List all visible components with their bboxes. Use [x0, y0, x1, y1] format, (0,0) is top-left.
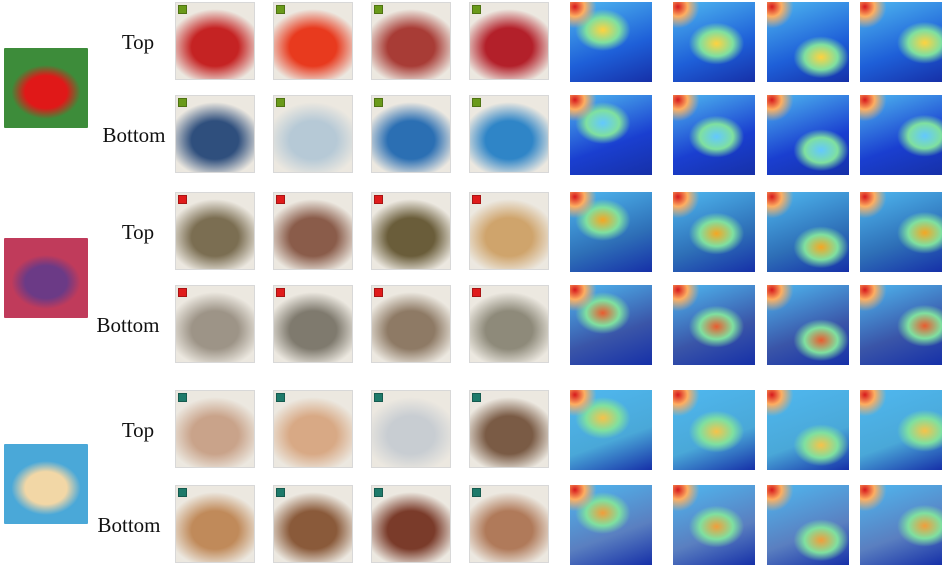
- retrieved-image: [469, 285, 549, 363]
- class-marker-icon: [276, 5, 285, 14]
- row-label: Top: [121, 220, 155, 244]
- retrieved-image: [469, 95, 549, 173]
- attention-heatmap: [767, 485, 849, 565]
- attention-heatmap: [673, 2, 755, 82]
- row-label: Bottom: [97, 513, 161, 537]
- attention-heatmap: [570, 485, 652, 565]
- query-image-car: [4, 48, 88, 128]
- attention-heatmap: [673, 192, 755, 272]
- retrieved-image: [175, 390, 255, 468]
- retrieved-image: [273, 2, 353, 80]
- class-marker-icon: [472, 98, 481, 107]
- retrieved-image: [469, 485, 549, 563]
- attention-heatmap: [860, 95, 942, 175]
- attention-heatmap: [673, 285, 755, 365]
- class-marker-icon: [472, 288, 481, 297]
- attention-heatmap: [673, 485, 755, 565]
- class-marker-icon: [178, 488, 187, 497]
- retrieved-image: [273, 192, 353, 270]
- retrieved-image: [175, 192, 255, 270]
- class-marker-icon: [178, 288, 187, 297]
- class-marker-icon: [374, 488, 383, 497]
- attention-heatmap: [673, 390, 755, 470]
- attention-heatmap: [570, 192, 652, 272]
- class-marker-icon: [374, 195, 383, 204]
- row-label: Bottom: [96, 313, 160, 337]
- retrieved-image: [371, 95, 451, 173]
- retrieved-image: [469, 2, 549, 80]
- attention-heatmap: [570, 390, 652, 470]
- retrieved-image: [175, 285, 255, 363]
- class-marker-icon: [374, 98, 383, 107]
- query-image-elephant: [4, 238, 88, 318]
- attention-heatmap: [860, 192, 942, 272]
- attention-heatmap: [673, 95, 755, 175]
- attention-heatmap: [570, 95, 652, 175]
- class-marker-icon: [178, 5, 187, 14]
- class-marker-icon: [276, 98, 285, 107]
- retrieved-image: [273, 390, 353, 468]
- attention-heatmap: [570, 285, 652, 365]
- attention-heatmap: [860, 285, 942, 365]
- query-image-face: [4, 444, 88, 524]
- attention-heatmap: [860, 485, 942, 565]
- class-marker-icon: [276, 488, 285, 497]
- row-label: Top: [121, 418, 155, 442]
- class-marker-icon: [276, 288, 285, 297]
- retrieved-image: [371, 2, 451, 80]
- retrieved-image: [469, 192, 549, 270]
- attention-heatmap: [860, 390, 942, 470]
- attention-heatmap: [570, 2, 652, 82]
- class-marker-icon: [374, 393, 383, 402]
- retrieved-image: [273, 285, 353, 363]
- class-marker-icon: [374, 288, 383, 297]
- attention-heatmap: [767, 2, 849, 82]
- row-label: Top: [121, 30, 155, 54]
- retrieved-image: [371, 390, 451, 468]
- retrieved-image: [371, 192, 451, 270]
- attention-heatmap: [767, 95, 849, 175]
- attention-heatmap: [767, 285, 849, 365]
- class-marker-icon: [472, 488, 481, 497]
- class-marker-icon: [472, 393, 481, 402]
- class-marker-icon: [276, 195, 285, 204]
- class-marker-icon: [472, 195, 481, 204]
- class-marker-icon: [374, 5, 383, 14]
- class-marker-icon: [472, 5, 481, 14]
- retrieved-image: [371, 285, 451, 363]
- attention-heatmap: [860, 2, 942, 82]
- class-marker-icon: [276, 393, 285, 402]
- retrieved-image: [371, 485, 451, 563]
- retrieved-image: [175, 2, 255, 80]
- retrieved-image: [273, 485, 353, 563]
- class-marker-icon: [178, 98, 187, 107]
- retrieved-image: [273, 95, 353, 173]
- retrieved-image: [175, 95, 255, 173]
- attention-heatmap: [767, 192, 849, 272]
- class-marker-icon: [178, 393, 187, 402]
- row-label: Bottom: [102, 123, 166, 147]
- retrieved-image: [175, 485, 255, 563]
- attention-heatmap: [767, 390, 849, 470]
- retrieved-image: [469, 390, 549, 468]
- class-marker-icon: [178, 195, 187, 204]
